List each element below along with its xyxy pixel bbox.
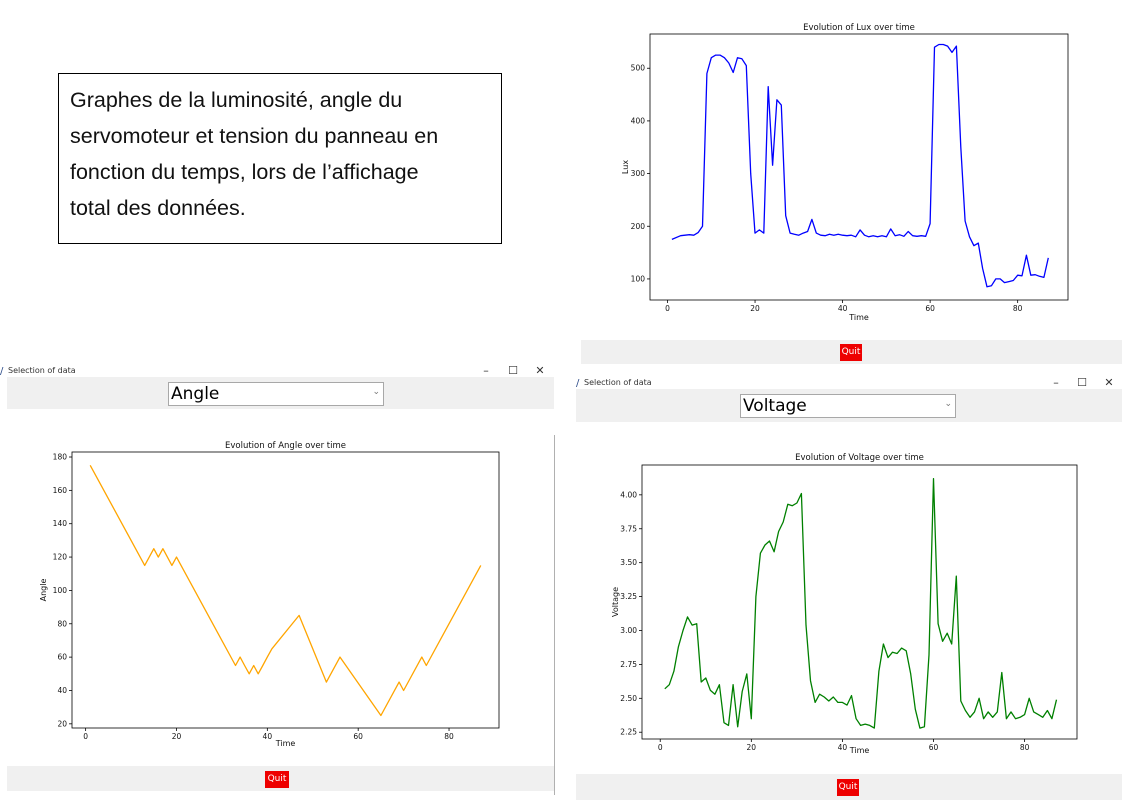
plot-frame [71,451,500,729]
y-tick-label: 200 [631,222,646,231]
chart-title: Evolution of Lux over time [803,23,915,33]
maximize-icon[interactable]: ☐ [1077,376,1087,389]
x-tick-label: 20 [172,732,182,741]
y-tick-label: 500 [631,64,646,73]
quit-bar: Quit [576,774,1122,800]
plot-frame [649,33,1069,301]
y-tick-label: 160 [53,486,68,495]
data-select[interactable]: Voltage ⌄ [740,394,956,418]
x-tick-label: 40 [838,743,848,752]
x-tick-label: 80 [1020,743,1030,752]
quit-button[interactable]: Quit [840,344,862,361]
chevron-down-icon: ⌄ [372,387,380,397]
x-tick-label: 60 [353,732,363,741]
window-title: Selection of data [8,366,76,375]
y-tick-label: 2.25 [620,728,637,737]
y-axis-label: Voltage [611,587,620,617]
x-axis-label: Time [275,739,296,748]
x-tick-label: 0 [665,304,670,313]
voltage-window: / Selection of data – ☐ ✕ Voltage ⌄ Evol… [576,372,1122,802]
data-select-value: Voltage [743,396,807,416]
y-tick-label: 80 [57,619,67,628]
close-icon[interactable]: ✕ [1104,376,1114,389]
y-tick-label: 3.25 [620,592,637,601]
y-tick-label: 2.75 [620,660,637,669]
data-select-value: Angle [171,384,220,404]
y-tick-label: 4.00 [620,490,637,499]
y-tick-label: 3.00 [620,626,637,635]
x-tick-label: 20 [750,304,760,313]
caption-line: Graphes de la luminosité, angle du [70,88,403,112]
x-tick-label: 80 [1013,304,1023,313]
series-line [664,477,1058,729]
x-tick-label: 60 [929,743,939,752]
x-tick-label: 20 [747,743,757,752]
x-axis-label: Time [849,746,870,755]
y-tick-label: 100 [53,586,68,595]
x-axis-label: Time [848,313,869,322]
window-title: Selection of data [584,378,652,387]
voltage-chart: Evolution of Voltage over time 0 20 40 60 80 2… [611,453,1078,755]
y-tick-label: 100 [631,274,646,283]
chart-title: Evolution of Angle over time [225,441,346,451]
data-select[interactable]: Angle ⌄ [168,382,384,406]
quit-bar: Quit [7,766,554,791]
quit-button[interactable]: Quit [265,771,289,788]
y-tick-label: 40 [57,686,67,695]
window-titlebar: / Selection of data – ☐ ✕ [576,372,1122,396]
caption-line: total des données. [70,196,246,220]
plot-frame [641,464,1078,740]
caption-box: Graphes de la luminosité, angle du servo… [58,73,502,244]
x-tick-label: 0 [83,732,88,741]
close-icon[interactable]: ✕ [535,364,545,377]
x-tick-label: 40 [838,304,848,313]
x-tick-label: 0 [658,743,663,752]
y-tick-label: 60 [57,653,67,662]
feather-icon: / [0,366,4,377]
minimize-icon[interactable]: – [483,364,489,377]
caption-line: servomoteur et tension du panneau en [70,124,439,148]
selector-bar: Voltage ⌄ [576,389,1122,422]
window-divider [554,435,555,795]
y-tick-label: 140 [53,519,68,528]
x-tick-label: 40 [263,732,273,741]
y-axis-label: Lux [621,160,630,174]
y-tick-label: 2.50 [620,694,637,703]
selector-bar: Angle ⌄ [7,377,554,409]
series-line [89,464,482,717]
y-tick-label: 180 [53,453,68,462]
y-axis-label: Angle [39,579,48,602]
y-tick-label: 20 [57,719,67,728]
x-tick-label: 60 [925,304,935,313]
angle-chart: Evolution of Angle over time 0 20 40 60 80 20 4… [39,441,500,748]
series-line [671,43,1049,288]
window-titlebar: / Selection of data – ☐ ✕ [0,360,554,384]
quit-button[interactable]: Quit [837,779,859,796]
angle-window: / Selection of data – ☐ ✕ Angle ⌄ Evolut… [0,360,554,800]
lux-chart: Evolution of Lux over time 0 20 40 60 80 100 20… [621,23,1069,322]
chevron-down-icon: ⌄ [944,399,952,409]
y-tick-label: 3.75 [620,524,637,533]
caption-line: fonction du temps, lors de l’affichage [70,160,419,184]
maximize-icon[interactable]: ☐ [508,364,518,377]
lux-quit-bar: Quit [581,340,1122,364]
y-tick-label: 400 [631,116,646,125]
minimize-icon[interactable]: – [1053,376,1059,389]
chart-title: Evolution of Voltage over time [795,453,924,463]
y-tick-label: 300 [631,169,646,178]
x-tick-label: 80 [444,732,454,741]
feather-icon: / [576,378,580,389]
y-tick-label: 3.50 [620,558,637,567]
y-tick-label: 120 [53,553,68,562]
